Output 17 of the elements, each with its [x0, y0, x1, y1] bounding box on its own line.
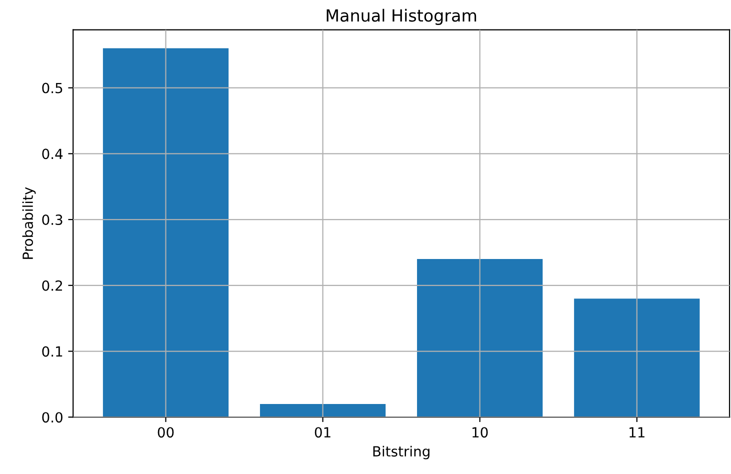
y-tick-label: 0.3 — [42, 214, 62, 226]
y-tick-label: 0.1 — [42, 346, 62, 357]
x-tick-label: 10 — [472, 427, 488, 438]
bar — [574, 298, 700, 418]
y-tick-label: 0.4 — [42, 148, 63, 160]
y-tick-label: 0.2 — [42, 280, 62, 291]
x-tick-label: 01 — [314, 427, 330, 438]
x-tick-label: 00 — [158, 427, 174, 438]
chart-title: Manual Histogram — [326, 8, 476, 25]
x-axis-title: Bitstring — [373, 446, 430, 460]
x-tick-label: 11 — [630, 427, 644, 438]
bar — [260, 404, 386, 418]
bar — [417, 259, 543, 418]
y-tick-label: 0.0 — [42, 412, 62, 423]
y-axis-title: Probability — [22, 187, 36, 259]
y-tick-label: 0.5 — [42, 82, 62, 94]
bar — [102, 48, 229, 418]
